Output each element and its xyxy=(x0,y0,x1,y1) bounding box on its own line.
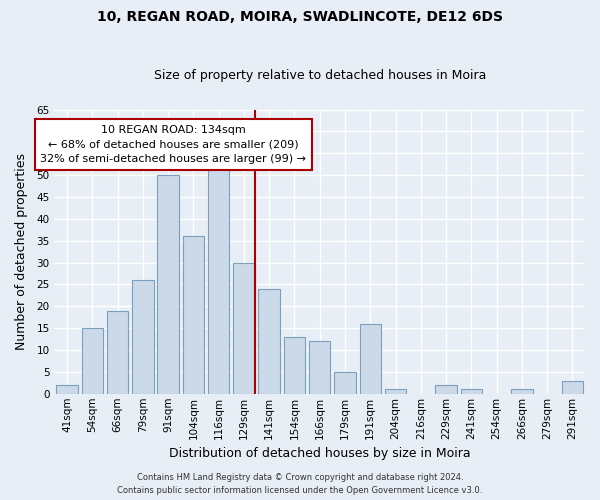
Bar xyxy=(56,385,78,394)
Bar xyxy=(385,390,406,394)
Bar xyxy=(132,280,154,394)
Title: Size of property relative to detached houses in Moira: Size of property relative to detached ho… xyxy=(154,69,486,82)
Bar xyxy=(284,337,305,394)
Bar xyxy=(82,328,103,394)
Text: 10 REGAN ROAD: 134sqm
← 68% of detached houses are smaller (209)
32% of semi-det: 10 REGAN ROAD: 134sqm ← 68% of detached … xyxy=(40,125,306,164)
Bar xyxy=(107,310,128,394)
Bar xyxy=(334,372,356,394)
Y-axis label: Number of detached properties: Number of detached properties xyxy=(15,153,28,350)
Bar xyxy=(259,289,280,394)
Bar xyxy=(436,385,457,394)
Bar xyxy=(461,390,482,394)
Bar xyxy=(233,262,254,394)
Bar xyxy=(208,162,229,394)
Text: 10, REGAN ROAD, MOIRA, SWADLINCOTE, DE12 6DS: 10, REGAN ROAD, MOIRA, SWADLINCOTE, DE12… xyxy=(97,10,503,24)
Bar xyxy=(511,390,533,394)
X-axis label: Distribution of detached houses by size in Moira: Distribution of detached houses by size … xyxy=(169,447,470,460)
Bar xyxy=(182,236,204,394)
Bar xyxy=(359,324,381,394)
Bar xyxy=(309,342,331,394)
Bar xyxy=(157,175,179,394)
Bar xyxy=(562,380,583,394)
Text: Contains HM Land Registry data © Crown copyright and database right 2024.
Contai: Contains HM Land Registry data © Crown c… xyxy=(118,474,482,495)
